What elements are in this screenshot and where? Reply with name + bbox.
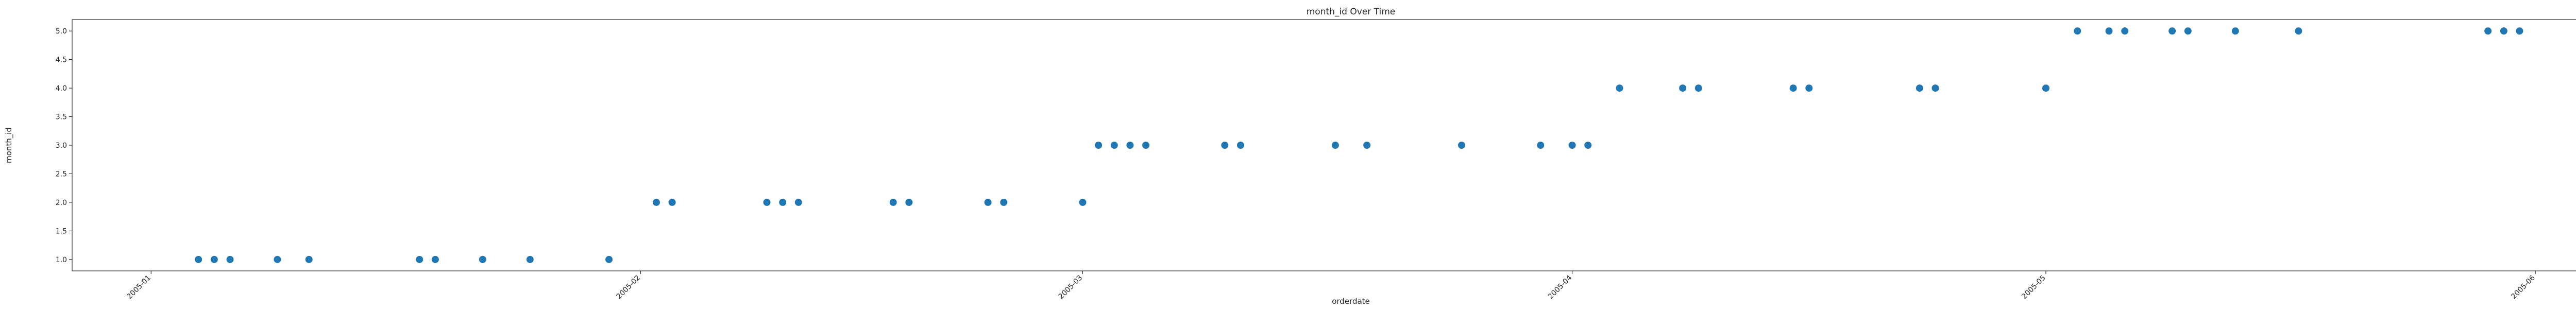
data-point (2295, 27, 2302, 35)
data-point (1221, 142, 1229, 149)
data-point (779, 198, 787, 206)
y-tick-label: 4.0 (56, 84, 67, 93)
data-point (1095, 142, 1103, 149)
data-point (1537, 142, 1545, 149)
data-point (889, 198, 897, 206)
data-point (1458, 142, 1466, 149)
x-tick-label: 2005-01 (125, 274, 152, 301)
data-point (668, 198, 676, 206)
y-tick-label: 2.5 (56, 170, 67, 178)
y-tick-label: 3.5 (56, 113, 67, 122)
data-points (195, 27, 2523, 263)
data-point (652, 198, 660, 206)
data-point (226, 255, 234, 263)
data-point (2500, 27, 2507, 35)
x-tick-label: 2005-04 (1547, 273, 1574, 301)
x-tick-label: 2005-05 (2020, 274, 2047, 301)
data-point (1679, 84, 1687, 92)
data-point (431, 255, 439, 263)
y-tick-label: 5.0 (56, 27, 67, 36)
data-point (274, 255, 281, 263)
y-tick-label: 4.5 (56, 56, 67, 64)
data-point (2516, 27, 2523, 35)
data-point (1142, 142, 1150, 149)
data-point (2184, 27, 2192, 35)
y-tick-label: 3.0 (56, 142, 67, 150)
data-point (2121, 27, 2129, 35)
data-point (416, 255, 423, 263)
data-point (2074, 27, 2081, 35)
data-point (763, 198, 771, 206)
data-point (605, 255, 613, 263)
data-point (2231, 27, 2239, 35)
y-axis-label: month_id (4, 127, 14, 163)
x-axis-ticks: 2005-01 2005-02 2005-03 2005-04 2005-05 2005-… (125, 271, 2537, 301)
plot-frame (72, 19, 2576, 271)
data-point (1616, 84, 1623, 92)
data-point (1694, 84, 1702, 92)
x-tick-label: 2005-02 (615, 274, 642, 301)
x-axis-label: orderdate (1332, 297, 1370, 306)
data-point (2484, 27, 2492, 35)
x-tick-label: 2005-06 (2510, 273, 2537, 301)
data-point (2168, 27, 2176, 35)
chart-title: month_id Over Time (1307, 7, 1396, 17)
data-point (305, 255, 313, 263)
data-point (2105, 27, 2113, 35)
data-point (526, 255, 534, 263)
data-point (1110, 142, 1118, 149)
x-tick-label: 2005-03 (1057, 274, 1084, 301)
data-point (1000, 198, 1008, 206)
data-point (195, 255, 202, 263)
data-point (1931, 84, 1939, 92)
data-point (479, 255, 486, 263)
data-point (1568, 142, 1576, 149)
y-tick-label: 2.0 (56, 199, 67, 207)
data-point (1236, 142, 1244, 149)
data-point (2042, 84, 2050, 92)
data-point (1789, 84, 1797, 92)
data-point (905, 198, 913, 206)
data-point (210, 255, 218, 263)
data-point (984, 198, 992, 206)
data-point (1363, 142, 1371, 149)
y-tick-label: 1.5 (56, 227, 67, 235)
data-point (1584, 142, 1592, 149)
y-axis-ticks: 1.0 1.5 2.0 2.5 3.0 3.5 4.0 4.5 5.0 (56, 27, 72, 264)
y-tick-label: 1.0 (56, 256, 67, 264)
data-point (1331, 142, 1339, 149)
data-point (794, 198, 802, 206)
data-point (1916, 84, 1923, 92)
data-point (1805, 84, 1813, 92)
data-point (1126, 142, 1134, 149)
data-point (1079, 198, 1087, 206)
